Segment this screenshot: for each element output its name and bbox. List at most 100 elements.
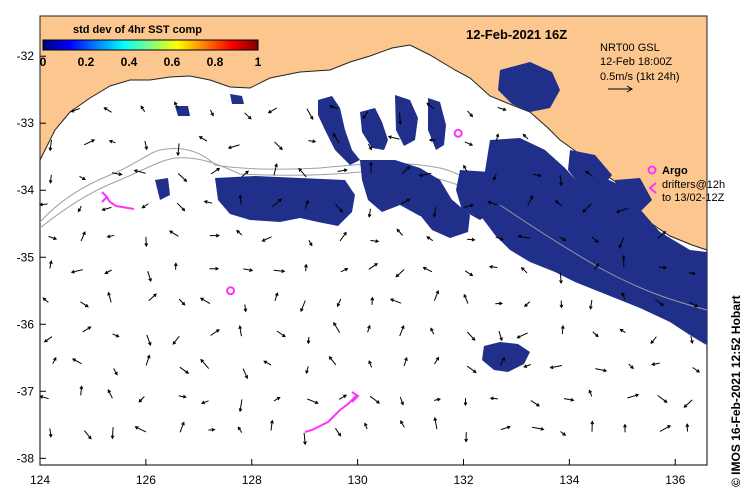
current-arrow: [209, 266, 220, 271]
current-arrow: [559, 272, 563, 285]
current-arrow: [48, 236, 58, 241]
lon-tick-label: 134: [559, 473, 579, 487]
lon-tick-label: 126: [136, 473, 156, 487]
drifter-arrowheads: [101, 191, 360, 403]
current-arrow: [621, 292, 626, 300]
current-arrow: [387, 135, 400, 140]
current-arrow: [623, 423, 627, 433]
current-arrow: [200, 358, 210, 369]
current-arrow: [107, 291, 112, 303]
current-arrow: [488, 265, 498, 269]
drifter-legend-line1: drifters@12h: [662, 179, 725, 191]
current-arrow: [467, 237, 476, 242]
current-arrow: [615, 208, 628, 214]
current-arrow: [683, 399, 693, 408]
current-arrow: [463, 398, 468, 407]
current-arrow: [430, 327, 435, 335]
current-arrow: [560, 324, 565, 335]
current-arrow: [657, 395, 668, 403]
float-legend: Argo drifters@12h to 13/02-12Z: [647, 165, 725, 204]
current-arrow: [333, 321, 341, 333]
current-arrow: [493, 174, 497, 181]
current-arrow: [337, 168, 348, 173]
argo-legend-label: Argo: [662, 165, 688, 177]
current-arrow: [113, 368, 118, 376]
current-arrow: [338, 394, 348, 400]
current-arrow: [516, 332, 528, 339]
colorbar-label: std dev of 4hr SST comp: [73, 24, 202, 36]
current-arrow: [328, 355, 337, 366]
current-arrow: [104, 269, 112, 274]
current-arrow: [582, 203, 592, 213]
current-arrow: [433, 416, 438, 430]
current-arrow: [82, 326, 92, 333]
current-arrow: [560, 431, 567, 436]
current-arrow: [403, 356, 408, 367]
current-arrow: [433, 356, 440, 365]
current-arrow: [177, 173, 188, 183]
current-arrow: [38, 202, 48, 207]
current-arrow: [48, 174, 53, 184]
current-arrow: [651, 362, 660, 366]
colorbar-tick-label: 1: [255, 55, 262, 69]
current-arrow: [619, 328, 626, 334]
current-arrow: [658, 265, 668, 270]
current-arrow: [48, 260, 53, 269]
current-arrow: [273, 162, 278, 176]
current-arrow: [110, 427, 115, 440]
current-arrow: [238, 194, 243, 205]
current-arrow: [80, 231, 86, 242]
current-arrow: [39, 395, 49, 400]
current-arrow: [498, 330, 503, 342]
current-arrow: [305, 366, 309, 375]
current-arrow: [340, 268, 349, 273]
lat-tick-label: -34: [17, 183, 35, 197]
current-arrow: [336, 298, 342, 308]
current-arrow: [52, 356, 57, 364]
current-arrow: [370, 239, 380, 243]
current-arrow: [497, 107, 507, 112]
current-arrow: [395, 269, 405, 278]
current-key-line3: 0.5m/s (1kt 24h): [600, 71, 679, 83]
current-arrow: [79, 175, 86, 181]
current-arrow: [367, 324, 371, 333]
current-arrow: [692, 367, 701, 373]
current-arrow: [487, 200, 498, 206]
current-arrow: [335, 203, 344, 213]
current-arrow: [433, 397, 442, 402]
current-arrow: [308, 139, 317, 144]
current-arrow: [549, 365, 562, 370]
current-arrow: [208, 427, 216, 432]
current-arrow: [495, 301, 503, 306]
colorbar-tick-label: 0.2: [78, 55, 95, 69]
current-arrow: [398, 112, 402, 125]
current-arrow: [210, 329, 220, 336]
current-arrow: [369, 161, 373, 174]
current-arrow: [467, 331, 476, 341]
current-arrow: [426, 236, 434, 242]
current-arrow: [273, 269, 286, 274]
current-arrow: [274, 141, 283, 151]
current-arrow: [432, 207, 437, 218]
lat-tick-label: -36: [17, 317, 35, 331]
current-arrow: [389, 298, 402, 304]
current-arrow: [464, 270, 474, 277]
current-arrow: [83, 430, 92, 440]
lat-tick-label: -38: [17, 451, 35, 465]
colorbar: std dev of 4hr SST comp 0 0.2 0.4 0.6 0.8 1: [40, 24, 262, 69]
current-arrow: [467, 110, 474, 118]
current-arrow: [464, 141, 474, 146]
lon-tick-label: 132: [453, 473, 473, 487]
current-arrow: [133, 169, 146, 174]
current-arrow: [241, 170, 250, 178]
current-arrow: [618, 237, 625, 249]
lat-tick-label: -37: [17, 384, 35, 398]
current-arrow: [463, 293, 469, 304]
current-arrow: [495, 236, 504, 241]
current-arrow: [144, 140, 149, 151]
lat-tick-label: -35: [17, 250, 35, 264]
current-arrow: [147, 271, 152, 282]
current-arrow: [178, 298, 186, 306]
current-arrow: [179, 366, 190, 374]
